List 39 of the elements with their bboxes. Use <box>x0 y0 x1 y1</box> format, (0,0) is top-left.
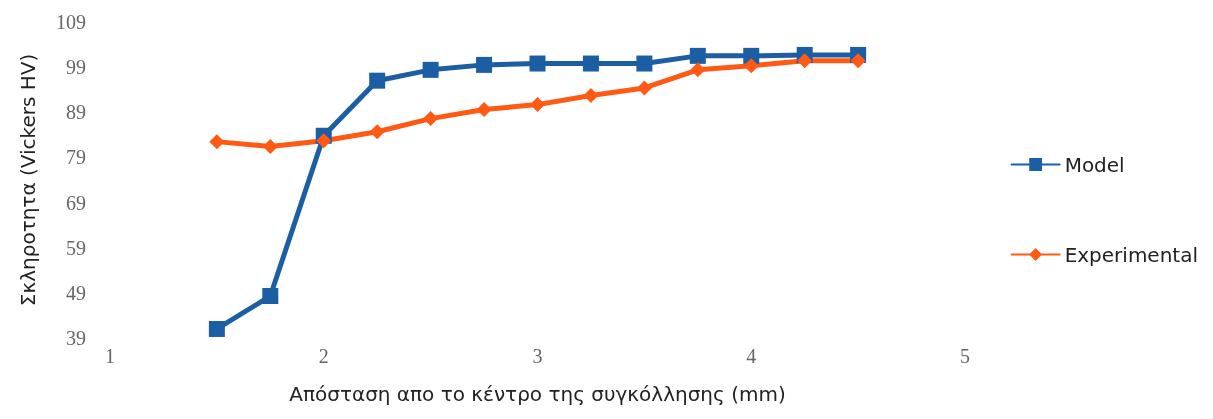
x-tick-label: 4 <box>746 345 757 367</box>
point <box>689 47 706 64</box>
point <box>423 111 439 127</box>
point <box>583 88 599 104</box>
point <box>262 288 279 305</box>
x-axis-title: Απόσταση απο το κέντρο της συγκόλλησης (mm) <box>289 382 786 406</box>
point <box>529 55 546 72</box>
point <box>476 102 492 118</box>
point <box>582 55 599 72</box>
y-tick-label: 69 <box>66 191 86 214</box>
x-tick-label: 3 <box>532 345 543 367</box>
point <box>209 134 225 150</box>
y-tick-label: 79 <box>66 146 86 169</box>
y-tick-label: 99 <box>66 56 86 79</box>
point <box>636 80 652 96</box>
point <box>262 139 278 155</box>
point <box>369 124 385 140</box>
y-tick-label: 39 <box>66 327 86 349</box>
point <box>797 53 813 69</box>
y-tick-label: 49 <box>66 281 86 304</box>
point <box>743 58 759 74</box>
y-tick-label: 89 <box>66 101 86 124</box>
point <box>369 72 386 89</box>
point <box>316 133 332 149</box>
y-tick-label: 109 <box>56 11 86 33</box>
y-tick-label: 59 <box>66 236 86 259</box>
point <box>208 320 225 337</box>
point <box>636 55 653 72</box>
point <box>690 62 706 78</box>
point <box>530 97 545 113</box>
x-tick-label: 5 <box>960 345 970 367</box>
y-axis-title: Σκληροτητα (Vickers HV) <box>16 53 40 307</box>
legend-label: Experimental <box>1064 242 1199 267</box>
x-tick-label: 1 <box>105 345 115 367</box>
x-tick-label: 2 <box>318 345 329 367</box>
point <box>476 56 493 73</box>
point <box>422 61 439 78</box>
legend-label: Model <box>1064 152 1125 177</box>
point <box>850 53 866 69</box>
